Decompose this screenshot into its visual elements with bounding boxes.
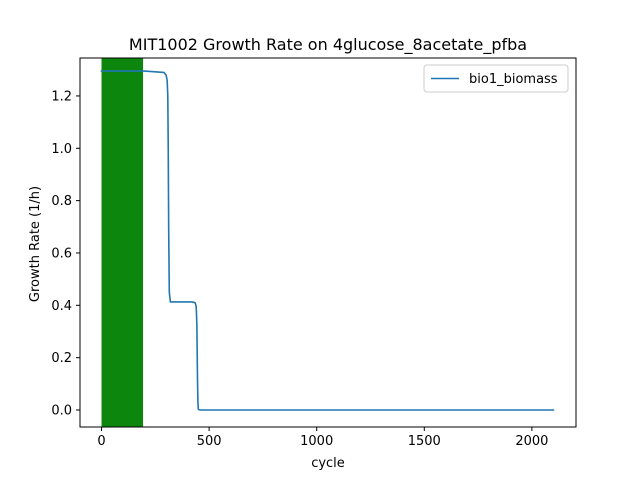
y-axis-label: Growth Rate (1/h) — [28, 186, 43, 302]
y-tick-label: 0.0 — [51, 403, 72, 418]
x-tick-label: 1000 — [300, 434, 333, 449]
series-line-bio1_biomass — [100, 70, 555, 411]
y-tick-label: 0.6 — [51, 246, 72, 261]
axes-frame — [79, 57, 577, 428]
plot-area: 0 500 1000 1500 2000 0.0 0.2 0.4 0.6 0.8 1.0 1.2 bio… — [51, 57, 577, 449]
chart-title: MIT1002 Growth Rate on 4glucose_8acetate… — [129, 35, 527, 55]
y-tick-label: 0.2 — [51, 351, 72, 366]
x-tick-label: 1500 — [408, 434, 441, 449]
plot-content — [100, 58, 555, 427]
x-tick-label: 0 — [97, 434, 105, 449]
y-tick-label: 0.4 — [51, 299, 72, 314]
y-tick-label: 0.8 — [51, 194, 72, 209]
legend-box — [423, 64, 569, 93]
y-tick-label: 1.2 — [51, 89, 72, 104]
x-tick-label: 2000 — [515, 434, 548, 449]
legend-label: bio1_biomass — [469, 72, 558, 87]
legend: bio1_biomass — [423, 64, 569, 93]
x-tick-label: 500 — [197, 434, 222, 449]
shaded-region — [101, 58, 144, 427]
y-tick-label: 1.0 — [51, 142, 72, 157]
x-axis-label: cycle — [311, 456, 345, 471]
